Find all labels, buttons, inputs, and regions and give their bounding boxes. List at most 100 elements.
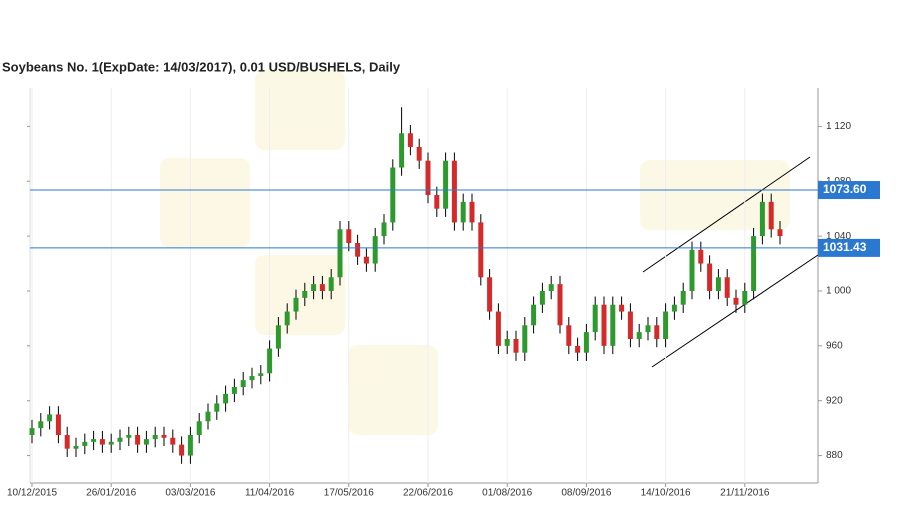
candle-body [742, 290, 748, 305]
candle-body [381, 222, 387, 237]
candle-body [302, 290, 308, 298]
candle-body [557, 284, 563, 326]
candle-body [680, 290, 686, 305]
candle-body [73, 445, 79, 449]
candle-body [715, 277, 721, 291]
candle-body [583, 332, 589, 353]
candle-body [759, 201, 765, 237]
candle-body [258, 373, 264, 377]
candle-body [451, 160, 457, 223]
candle-body [170, 437, 176, 445]
candle-body [513, 338, 519, 353]
candle-body [707, 263, 713, 291]
candle-body [363, 256, 369, 264]
candle-body [434, 194, 440, 209]
candle-body [636, 332, 642, 339]
candle-body [372, 236, 378, 264]
candle-body [223, 393, 229, 404]
candle-body [346, 229, 352, 243]
candle-body [179, 444, 185, 456]
candle-body [592, 304, 598, 333]
candle-body [47, 414, 53, 422]
watermark [160, 70, 790, 435]
candle-body [407, 133, 413, 147]
level-label-box [818, 238, 880, 257]
candle-body [531, 304, 537, 326]
x-tick-label: 08/09/2016 [561, 488, 611, 499]
candle-body [671, 304, 677, 312]
candle-body [117, 437, 123, 442]
candle-body [539, 290, 545, 305]
candle-body [187, 434, 193, 456]
level-label: 1073.60 [823, 182, 867, 196]
x-tick-label: 14/10/2016 [641, 488, 691, 499]
candle-body [328, 277, 334, 291]
candle-body [627, 311, 633, 339]
candle-body [240, 380, 246, 387]
candle-body [689, 249, 695, 291]
level-label: 1031.43 [823, 240, 867, 254]
candle-body [495, 311, 501, 346]
candle-body [267, 348, 273, 374]
y-tick-label: 1 120 [826, 121, 851, 132]
trend-line [642, 156, 811, 273]
candle-body [82, 441, 88, 446]
candle-body [645, 325, 651, 333]
candle-body [91, 439, 97, 442]
x-tick-label: 03/03/2016 [165, 488, 215, 499]
y-tick-label: 880 [826, 450, 843, 461]
candle-body [64, 434, 70, 449]
candle-body [443, 160, 449, 209]
candle-body [38, 421, 44, 429]
x-tick-label: 22/06/2016 [403, 488, 453, 499]
candle-body [390, 167, 396, 223]
candle-body [751, 236, 757, 291]
candle-body [161, 434, 167, 438]
candle-body [399, 133, 405, 168]
candle-body [610, 304, 616, 346]
x-tick-label: 11/04/2016 [245, 488, 295, 499]
candle-body [293, 297, 299, 312]
y-tick-label: 960 [826, 340, 843, 351]
candle-body [196, 421, 202, 435]
candle-body [478, 222, 484, 278]
candle-body [29, 428, 35, 435]
candle-body [135, 434, 141, 445]
candle-body [504, 338, 510, 346]
x-tick-label: 17/05/2016 [324, 488, 374, 499]
chart-title: Soybeans No. 1(ExpDate: 14/03/2017), 0.0… [2, 59, 401, 74]
x-tick-label: 26/01/2016 [86, 488, 136, 499]
candle-body [619, 304, 625, 312]
candle-body [654, 325, 660, 339]
candle-body [663, 311, 669, 339]
y-tick-label: 1 040 [826, 231, 851, 242]
candle-body [311, 284, 317, 291]
candle-body [487, 277, 493, 312]
candle-body [143, 439, 149, 445]
candle-body [566, 325, 572, 346]
candle-body [768, 201, 774, 230]
x-tick-label: 21/11/2016 [720, 488, 770, 499]
candle-body [601, 304, 607, 346]
candle-body [416, 146, 422, 161]
trend-line [651, 254, 819, 368]
candle-body [152, 434, 158, 440]
candle-body [214, 403, 220, 412]
x-tick-label: 01/08/2016 [482, 488, 532, 499]
candle-body [284, 311, 290, 326]
candle-body [275, 325, 281, 349]
candle-body [548, 284, 554, 291]
candle-body [205, 411, 211, 422]
candle-body [126, 434, 132, 438]
candle-body [99, 439, 105, 445]
candle-body [575, 345, 581, 353]
y-tick-label: 920 [826, 395, 843, 406]
candle-body [249, 376, 255, 381]
candle-body [108, 441, 114, 445]
x-tick-label: 10/12/2015 [7, 488, 57, 499]
level-label-box [818, 181, 880, 200]
candle-body [337, 229, 343, 278]
candle-body [522, 325, 528, 353]
candle-body [733, 297, 739, 305]
